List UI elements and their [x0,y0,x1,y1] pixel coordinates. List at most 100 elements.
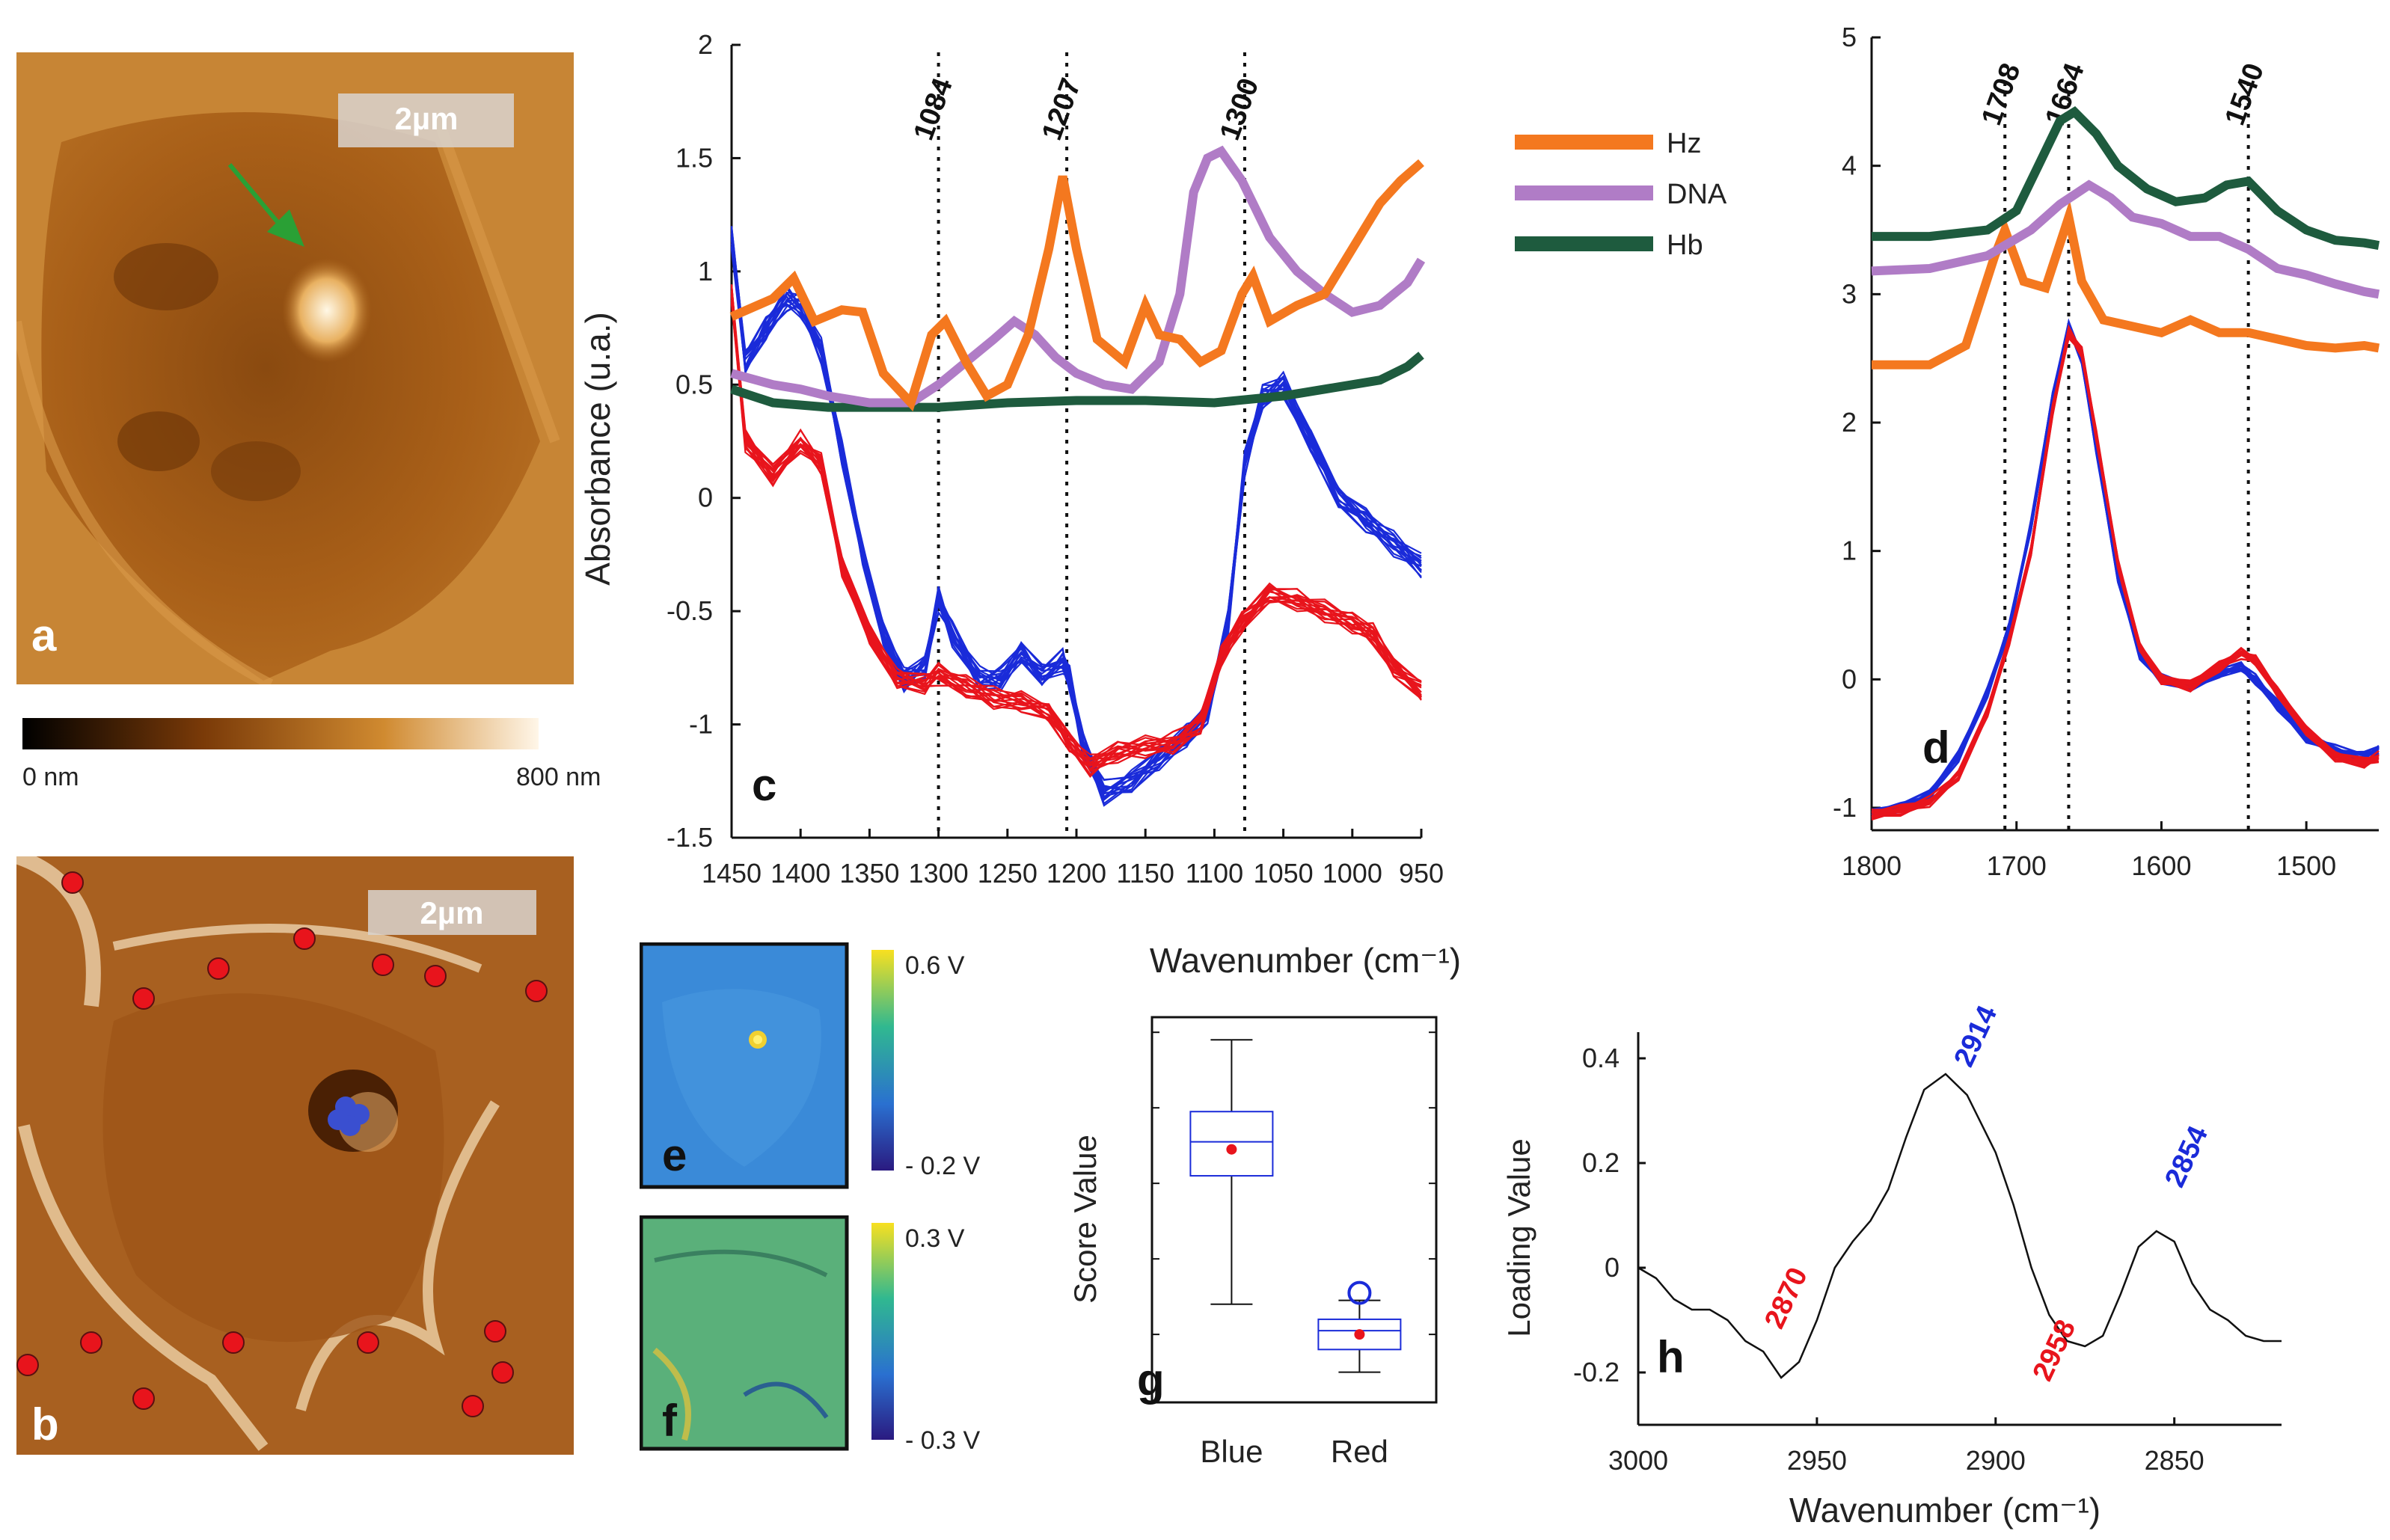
green-arrow-icon [267,209,304,247]
series-red-line [730,292,1422,761]
cb-f-min: - 0.3 V [905,1426,980,1455]
chart-d-xtick-label: 1500 [2276,850,2336,881]
chart-h-xtick-label: 2950 [1787,1445,1847,1476]
chart-g-ylabel: Score Value [1067,1135,1103,1304]
chart-h-ytick-label: -0.2 [1573,1357,1620,1387]
chart-h-ytick-label: 0.2 [1582,1147,1620,1178]
panel-f-label: f [662,1396,678,1446]
annotation-2870: 2870 [1759,1263,1814,1333]
chart-c-xlabel: Wavenumber (cm⁻¹) [1150,941,1461,980]
scalebar-box [368,890,536,935]
annotation-2914: 2914 [1948,1002,2003,1072]
series-blue-line [730,243,1422,782]
legend-label-hb: Hb [1667,230,1703,261]
colorbar-f [871,1223,894,1440]
panel-a-label: a [31,610,57,660]
box-red-outlier [1347,1280,1372,1305]
series-hb-line [730,352,1424,412]
cb-e-max: 0.6 V [905,951,965,980]
height-colorbar: 0 nm 800 nm [22,718,613,793]
annotation-2958: 2958 [2027,1315,2083,1385]
chart-d-ytick-label: 5 [1842,22,1857,52]
chart-c-xtick-label: 1200 [1047,858,1106,889]
chart-c-ytick-label: -1.5 [667,822,713,853]
colorbar-gradient [22,718,539,749]
panel-c-chart: -1.5 -1 -0.5 0 0.5 1 1.5 2 1450 1400 1350 1300 1250 1… [554,15,1825,987]
panel-f-map: f 0.3 V - 0.3 V [639,1215,1014,1470]
chart-c-xtick-label: 1400 [770,858,830,889]
colorbar-max-label: 800 nm [516,763,601,791]
chart-d-ytick-label: 0 [1842,663,1857,694]
scalebar-box [338,93,514,147]
peak-label-1708: 1708 [1976,59,2026,129]
peak-label-1084: 1084 [908,74,959,144]
chart-c-xtick-label: 1300 [909,858,969,889]
chart-c-ytick-label: -0.5 [667,595,713,626]
afm-deflection-image: 2µm b [13,849,574,1455]
chart-c-xtick-label: 1050 [1254,858,1314,889]
chart-c-xtick-label: 1350 [839,858,899,889]
chart-c-ytick-label: 1 [698,256,713,286]
chart-d-ytick-label: 4 [1842,150,1857,181]
spectra-chart-c: -1.5 -1 -0.5 0 0.5 1 1.5 2 1450 1400 1350 1300 1250 1… [578,29,1727,980]
box-blue-mean [1226,1144,1237,1155]
loading-chart-h: -0.2 0 0.2 0.4 3000 2950 2900 2850 2914 2854 2870 2… [1501,1001,2282,1530]
series-blue-line [1871,324,2380,818]
series-dna-line [1871,180,2380,299]
chart-h-ylabel: Loading Value [1501,1138,1536,1337]
chart-g-category-label: Red [1331,1434,1388,1469]
chart-d-ytick-label: 2 [1842,407,1857,438]
chart-h-xtick-label: 2900 [1966,1445,2026,1476]
chart-c-ytick-label: 1.5 [675,142,713,173]
peak-label-1300: 1300 [1214,74,1265,144]
scalebar-label: 2µm [420,895,484,930]
annotation-2854: 2854 [2159,1121,2214,1191]
panel-e-map: e 0.6 V - 0.2 V [639,942,1014,1197]
panel-g-label: g [1137,1355,1165,1405]
chart-h-ytick-label: 0.4 [1582,1043,1620,1073]
box-blue [1189,1111,1274,1177]
box-red-mean [1354,1329,1365,1340]
chart-c-ytick-label: 2 [698,29,713,60]
chart-h-xlabel: Wavenumber (cm⁻¹) [1789,1491,2101,1530]
cb-e-min: - 0.2 V [905,1152,980,1180]
series-red-line [1871,334,2380,818]
chart-c-ylabel: Absorbance (u.a.) [578,312,617,586]
series-blue-line [1871,322,2380,814]
chart-c-ytick-label: 0 [698,482,713,513]
chart-c-xtick-label: 1450 [702,858,762,889]
panel-d-label: d [1922,723,1950,773]
legend-label-hz: Hz [1667,128,1701,159]
series-red-line [730,295,1422,760]
panel-c-label: c [752,760,776,810]
afm-topography-image: 2µm a [11,52,574,690]
chart-d-ytick-label: -1 [1833,792,1857,823]
chart-c-xtick-label: 1150 [1116,858,1174,889]
chart-c-ytick-label: 0.5 [675,369,713,399]
chart-d-ytick-label: 3 [1842,278,1857,309]
panel-a-topography: 2µm a [11,52,574,690]
chart-c-xtick-label: 950 [1399,858,1444,889]
boxplot-g: Blue Red g Score Value [1067,1016,1438,1469]
series-hb-line [1872,105,2380,251]
series-blue-line [730,246,1422,781]
chart-d-xtick-label: 1700 [1987,850,2047,881]
chart-g-category-label: Blue [1200,1434,1263,1469]
panel-b-label: b [31,1399,59,1449]
panel-h-chart: -0.2 0 0.2 0.4 3000 2950 2900 2850 2914 2854 2870 2… [1489,1001,2311,1536]
chart-h-xtick-label: 2850 [2145,1445,2204,1476]
arrow-line [227,163,288,233]
series-hz-line [729,159,1424,412]
peak-label-1540: 1540 [2219,59,2270,129]
colorbar-e [871,950,894,1171]
cb-f-max: 0.3 V [905,1224,965,1253]
series-dna-line [730,145,1426,408]
chart-d-xtick-label: 1800 [1842,850,1902,881]
chart-h-ytick-label: 0 [1605,1252,1620,1283]
series-loading-line [1637,1073,2282,1379]
panel-d-chart: -1 0 1 2 3 4 5 1800 1700 1600 1500 1708 1664 1540 d [1825,15,2390,935]
colorbar-min-label: 0 nm [22,763,79,791]
panel-g-boxplot: Blue Red g Score Value [1047,995,1481,1481]
panel-b-deflection: 2µm b [13,849,574,1455]
